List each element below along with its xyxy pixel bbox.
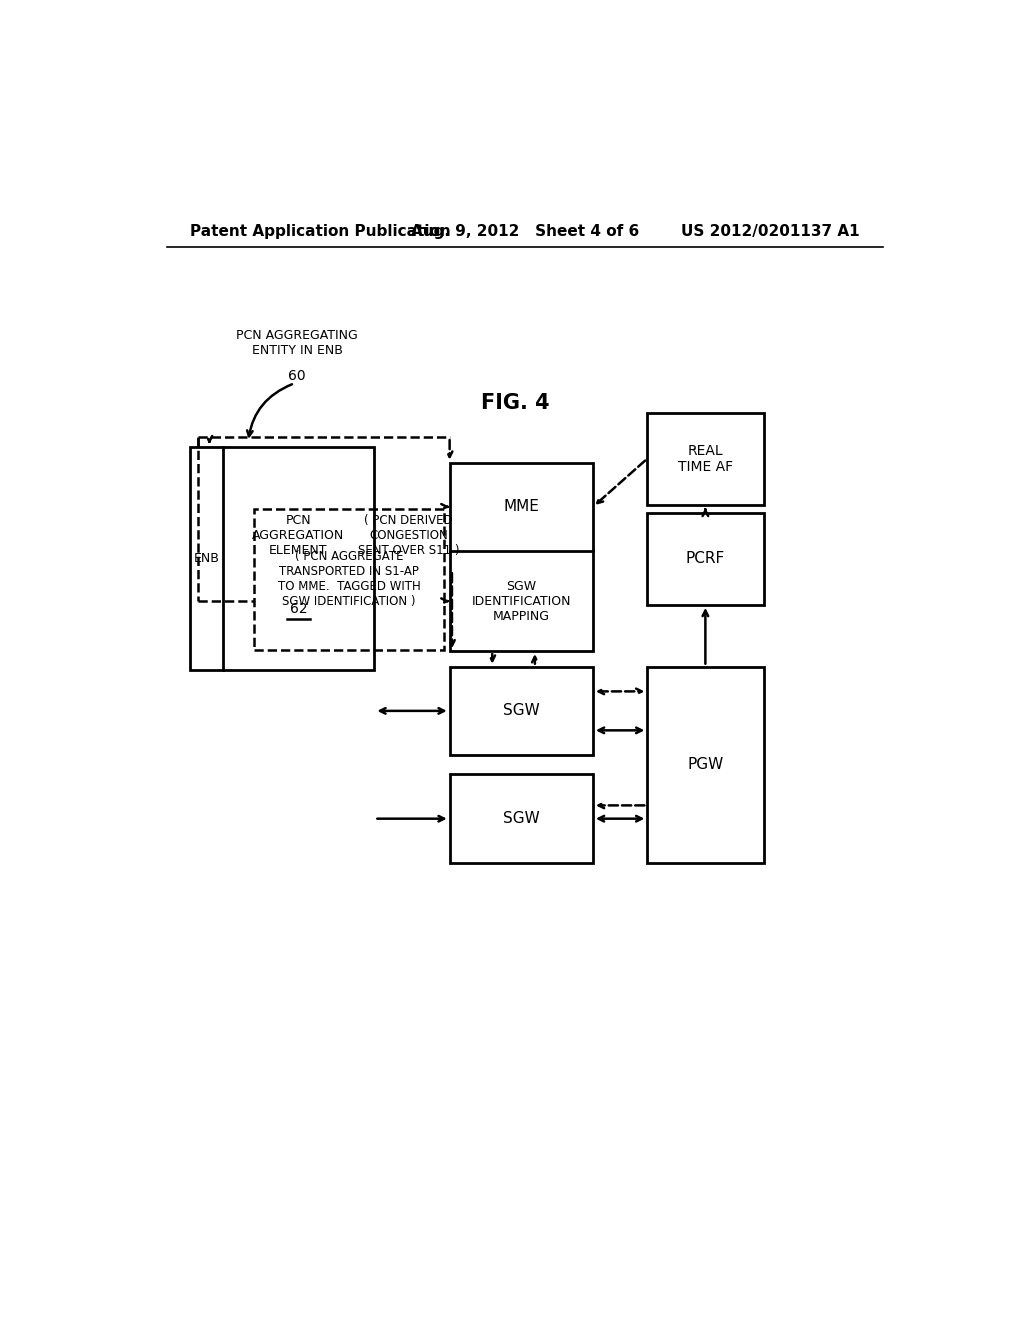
Text: MME: MME — [504, 499, 540, 515]
Text: REAL
TIME AF: REAL TIME AF — [678, 444, 733, 474]
Bar — [450, 667, 593, 755]
Text: PCN
AGGREGATION
ELEMENT: PCN AGGREGATION ELEMENT — [252, 515, 345, 557]
Bar — [647, 512, 764, 605]
Bar — [254, 508, 444, 649]
Text: SGW: SGW — [503, 812, 540, 826]
Text: US 2012/0201137 A1: US 2012/0201137 A1 — [681, 224, 859, 239]
Text: Aug. 9, 2012   Sheet 4 of 6: Aug. 9, 2012 Sheet 4 of 6 — [411, 224, 639, 239]
Text: Patent Application Publication: Patent Application Publication — [190, 224, 451, 239]
Bar — [450, 462, 593, 651]
Bar — [647, 667, 764, 863]
Bar — [647, 413, 764, 506]
Text: ( PCN AGGREGATE
TRANSPORTED IN S1-AP
TO MME.  TAGGED WITH
SGW IDENTIFICATION ): ( PCN AGGREGATE TRANSPORTED IN S1-AP TO … — [278, 550, 420, 609]
Text: SGW
IDENTIFICATION
MAPPING: SGW IDENTIFICATION MAPPING — [472, 579, 571, 623]
Text: 60: 60 — [288, 368, 306, 383]
Bar — [190, 447, 375, 671]
Bar — [450, 775, 593, 863]
Text: PGW: PGW — [687, 758, 724, 772]
Text: SGW: SGW — [503, 704, 540, 718]
Text: PCRF: PCRF — [686, 552, 725, 566]
Text: FIG. 4: FIG. 4 — [481, 393, 550, 413]
Text: 62: 62 — [290, 602, 307, 616]
Text: ( PCN DERIVED
CONGESTION
SENT OVER S11 ): ( PCN DERIVED CONGESTION SENT OVER S11 ) — [357, 515, 460, 557]
Text: ENB: ENB — [194, 552, 219, 565]
Text: PCN AGGREGATING
ENTITY IN ENB: PCN AGGREGATING ENTITY IN ENB — [237, 329, 357, 358]
